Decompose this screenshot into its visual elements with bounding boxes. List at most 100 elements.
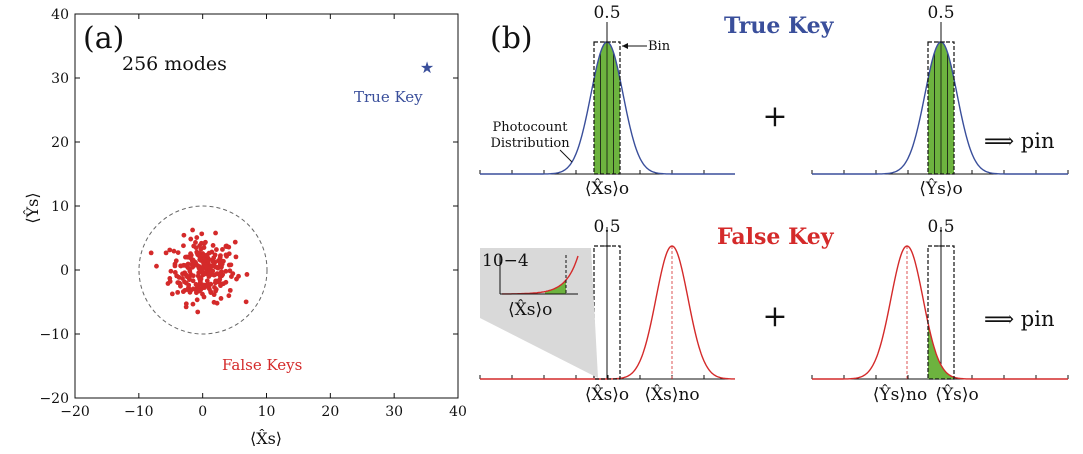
inset-scale-label: 10−4 xyxy=(482,251,529,271)
inset-xlabel: ⟨X̂s⟩o xyxy=(508,300,552,320)
x-tick-label: 40 xyxy=(449,404,467,420)
peak-label: 0.5 xyxy=(593,3,620,23)
false-key-point xyxy=(201,294,207,300)
false-xno-label: ⟨X̂s⟩no xyxy=(644,385,699,405)
false-key-point xyxy=(190,227,195,233)
y-tick-label: 40 xyxy=(51,7,69,23)
bin-box xyxy=(927,245,955,380)
panel-a: −20 −10 0 10 20 30 40 −20 −10 0 10 20 30 40 ★ (a) 256… xyxy=(22,7,467,448)
y-tick-label: 30 xyxy=(51,71,69,87)
false-key-point xyxy=(211,292,217,298)
false-keys-boundary-circle xyxy=(138,205,268,335)
false-key-point xyxy=(193,240,198,245)
false-key-point xyxy=(182,287,188,293)
false-key-point xyxy=(187,255,193,261)
plus-top: + xyxy=(762,99,787,134)
false-key-point xyxy=(212,252,218,258)
x-tick-label: 20 xyxy=(321,404,339,420)
false-key-point xyxy=(223,243,229,249)
result-bottom: ⟹ pin xyxy=(984,307,1054,331)
false-key-point xyxy=(223,268,229,274)
false-key-point xyxy=(190,301,196,307)
modes-annotation: 256 modes xyxy=(122,53,227,75)
inset-shade xyxy=(480,248,598,378)
x-tick-label: 30 xyxy=(385,404,403,420)
false-key-point xyxy=(148,250,154,256)
false-yno-label: ⟨Ŷs⟩no xyxy=(873,384,927,405)
y-tick-label: −20 xyxy=(39,391,69,407)
subplot-false-y: 0.5 xyxy=(811,217,1069,380)
false-key-point xyxy=(190,278,196,284)
bin-box xyxy=(927,41,955,175)
false-key-point xyxy=(194,290,199,296)
false-key-point xyxy=(177,280,183,286)
distribution-curve xyxy=(812,245,1068,380)
false-key-point xyxy=(163,250,169,256)
false-key-point xyxy=(210,259,216,264)
bin-box xyxy=(593,245,621,380)
false-key-point xyxy=(183,304,189,310)
false-keys-label: False Keys xyxy=(222,356,302,374)
panel-b-label: (b) xyxy=(490,21,533,56)
false-key-point xyxy=(214,300,220,306)
true-key-title: True Key xyxy=(724,13,835,39)
bin-arrow-head xyxy=(622,43,628,49)
false-key-point xyxy=(176,275,182,280)
false-key-point xyxy=(199,231,205,237)
peak-label: 0.5 xyxy=(927,3,954,23)
photocount-arrow xyxy=(559,149,573,163)
panel-a-tick-labels: −20 −10 0 10 20 30 40 −20 −10 0 10 20 30 40 xyxy=(39,7,466,420)
false-key-point xyxy=(227,268,233,274)
false-key-point xyxy=(236,273,241,279)
true-key-label: True Key xyxy=(354,88,423,106)
y-tick-label: 0 xyxy=(60,263,69,279)
false-key-point xyxy=(232,239,238,245)
false-key-point xyxy=(200,283,206,288)
false-key-point xyxy=(217,276,223,282)
false-keys-cloud xyxy=(148,227,250,315)
false-key-point xyxy=(200,267,205,273)
false-key-point xyxy=(243,299,249,305)
false-key-point xyxy=(189,264,195,270)
false-key-point xyxy=(204,278,210,284)
false-key-point xyxy=(175,289,181,295)
peak-label: 0.5 xyxy=(593,217,620,237)
panel-a-ticks xyxy=(74,13,459,399)
false-key-point xyxy=(184,254,190,260)
false-key-point xyxy=(188,236,194,242)
true-key-star: ★ xyxy=(420,58,434,77)
false-key-point xyxy=(213,264,219,270)
false-key-point xyxy=(203,264,209,270)
false-key-point xyxy=(208,289,213,294)
y-tick-label: 20 xyxy=(51,135,69,151)
false-key-point xyxy=(194,297,200,303)
bin-fill xyxy=(928,322,954,379)
false-key-point xyxy=(209,249,215,255)
false-key-point xyxy=(202,257,208,262)
y-tick-label: 10 xyxy=(51,199,69,215)
false-key-point xyxy=(167,247,173,253)
false-key-point xyxy=(188,251,193,257)
false-key-point xyxy=(229,274,234,279)
false-key-point xyxy=(168,268,174,274)
false-key-point xyxy=(227,287,233,293)
photocount-label-2: Distribution xyxy=(490,136,570,151)
subplot-true-y: 0.5 xyxy=(811,3,1069,175)
false-key-point xyxy=(172,270,178,275)
panel-b: (b) True Key False Key 0.5 0.5 0.5 0.5 B… xyxy=(479,3,1069,405)
false-key-point xyxy=(220,247,225,252)
false-key-point xyxy=(205,283,211,289)
bin-label: Bin xyxy=(648,39,671,54)
panel-a-xlabel: ⟨X̂s⟩ xyxy=(250,429,282,448)
false-key-point xyxy=(171,248,177,254)
false-y-variable-label: ⟨Ŷs⟩o xyxy=(935,384,978,405)
false-key-point xyxy=(181,243,186,249)
true-x-variable-label: ⟨X̂s⟩o xyxy=(585,179,629,199)
false-key-point xyxy=(196,281,202,287)
bin-box xyxy=(593,41,621,175)
false-key-point xyxy=(172,261,178,267)
false-key-point xyxy=(211,272,217,278)
false-key-point xyxy=(186,282,192,288)
false-key-point xyxy=(178,263,184,269)
false-key-point xyxy=(217,271,223,277)
